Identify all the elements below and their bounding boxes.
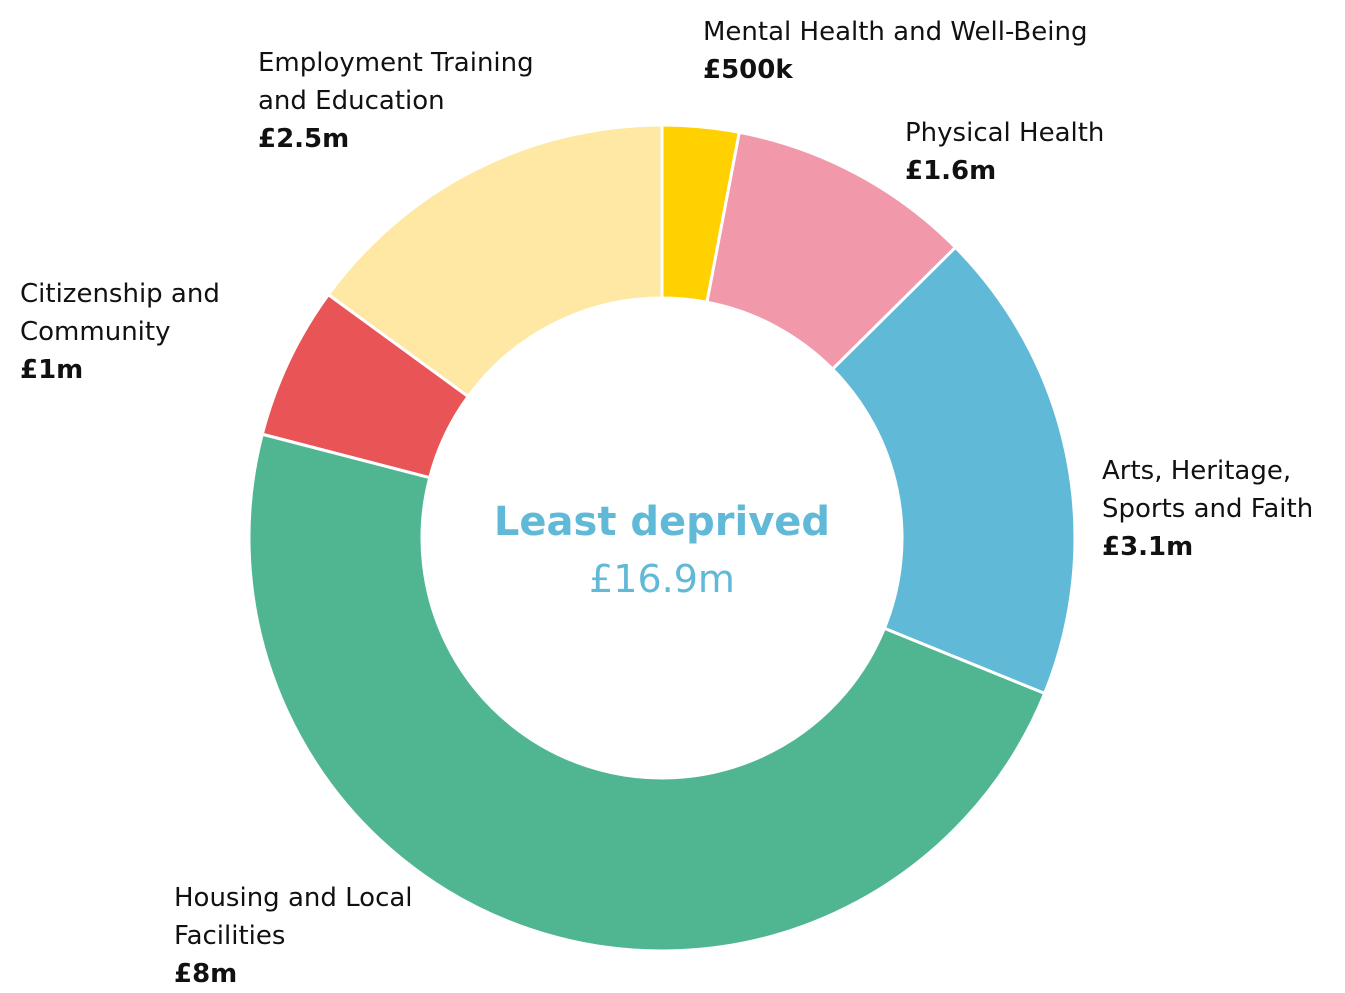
category-name: Citizenship and Community [20,279,220,347]
slice-label: Employment Training and Education £2.5m [258,44,568,158]
slice [660,123,741,304]
value-label: £2.5m [258,124,350,154]
category-name: Housing and Local Facilities [174,883,413,951]
slice [326,123,664,399]
center-title: Least deprived [494,499,830,545]
value-label: £1.6m [905,156,997,186]
slice-label: Physical Health £1.6m [905,114,1205,190]
slice-label: Arts, Heritage, Sports and Faith £3.1m [1102,452,1342,566]
value-label: £8m [174,959,238,989]
slice [830,245,1077,696]
category-name: Arts, Heritage, Sports and Faith [1102,456,1314,524]
center-value: £16.9m [589,557,735,601]
slice [247,432,1047,953]
category-name: Physical Health [905,118,1105,148]
slice-label: Housing and Local Facilities £8m [174,879,424,993]
slice [705,130,958,372]
slice [260,292,471,480]
value-label: £1m [20,355,84,385]
category-name: Mental Health and Well-Being [703,17,1088,47]
slice-label: Mental Health and Well-Being £500k [703,13,1163,89]
value-label: £500k [703,55,793,85]
category-name: Employment Training and Education [258,48,534,116]
value-label: £3.1m [1102,532,1194,562]
slice-label: Citizenship and Community £1m [20,275,250,389]
